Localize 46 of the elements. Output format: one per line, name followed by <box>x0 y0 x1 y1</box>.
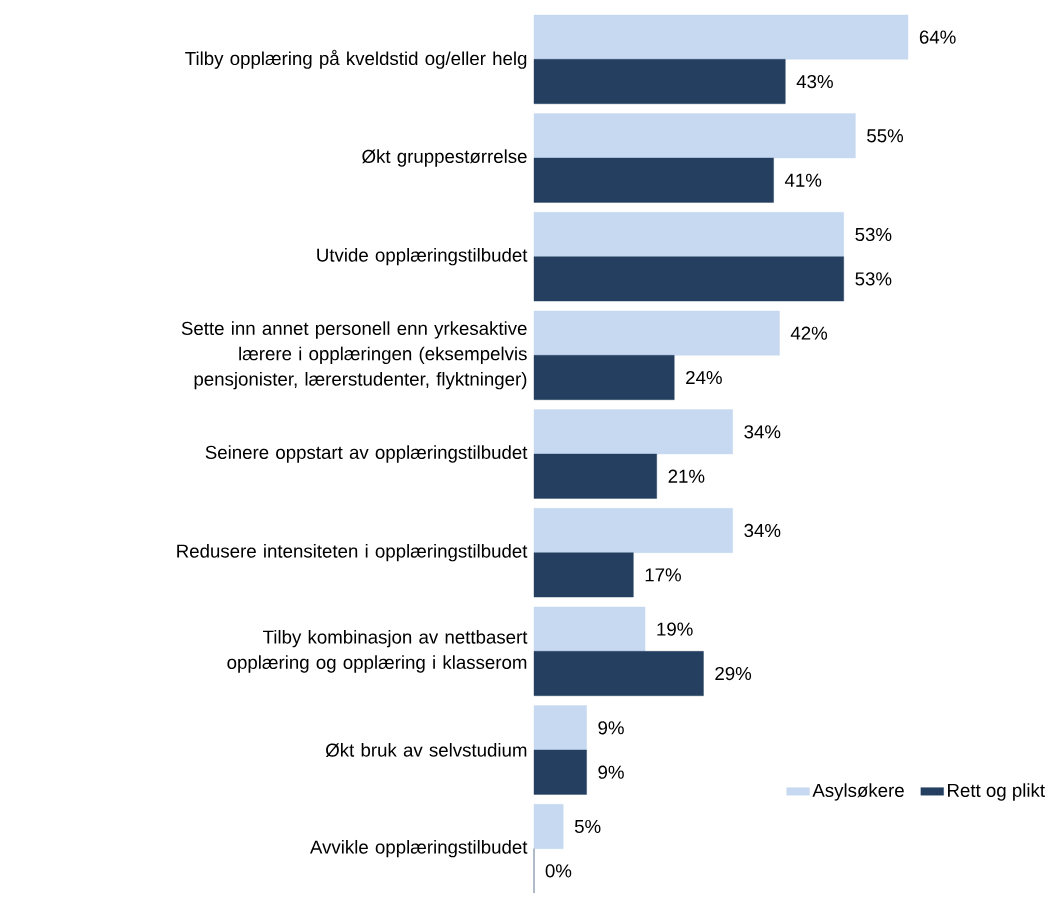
data-label: 19% <box>657 622 693 636</box>
bar <box>533 552 634 598</box>
bar <box>533 157 774 203</box>
bar <box>533 59 786 104</box>
y-tick-label: Tilby kombinasjon av nettbasert opplæring og opplæring i klasserom <box>227 629 528 673</box>
data-label: 53% <box>855 227 892 242</box>
y-tick-label: Økt gruppestørrelse <box>362 149 527 167</box>
y-tick-label: Redusere intensiteten i opplæringstilbudet <box>177 543 528 562</box>
bar <box>533 705 587 751</box>
data-label: 42% <box>790 326 828 340</box>
data-label: 41% <box>784 173 822 187</box>
bar <box>533 508 733 553</box>
bar <box>533 212 844 257</box>
bar <box>533 453 657 499</box>
bar <box>533 804 564 849</box>
legend-label: Rett og plikt <box>948 783 1045 801</box>
bar <box>533 749 587 795</box>
legend-label: Asylsøkere <box>812 783 904 801</box>
bar <box>533 651 704 696</box>
data-label: 21% <box>668 469 705 483</box>
data-label: 17% <box>645 568 681 582</box>
data-label: 53% <box>855 272 892 286</box>
bar <box>533 310 780 356</box>
data-label: 55% <box>867 129 904 143</box>
bar <box>533 355 675 400</box>
data-label: 5% <box>574 819 601 834</box>
y-tick-label: Tilby opplæring på kveldstid og/eller helg <box>185 49 527 69</box>
data-label: 34% <box>744 523 781 538</box>
data-label: 24% <box>686 370 722 385</box>
bar <box>533 113 856 159</box>
data-label: 64% <box>919 30 956 44</box>
y-tick-label: Utvide opplæringstilbudet <box>317 247 528 266</box>
bar <box>533 606 646 652</box>
data-label: 9% <box>598 721 624 735</box>
bar <box>533 14 909 60</box>
data-label: 0% <box>545 864 572 878</box>
y-tick-label: Sette inn annet personell enn yrkesaktive lærere i opplæringen (eksempelvis pensjonister, lærerstudenter, flyktninger) <box>181 321 527 390</box>
data-label: 34% <box>744 425 781 439</box>
y-tick-label: Økt bruk av selvstudium <box>325 742 527 757</box>
data-label: 43% <box>796 74 833 89</box>
data-label: 29% <box>715 666 752 681</box>
y-tick-label: Avvikle opplæringstilbudet <box>310 839 528 858</box>
bar <box>533 256 844 302</box>
y-tick-label: Seinere oppstart av opplæringstilbudet <box>205 445 528 463</box>
bar <box>533 409 733 455</box>
data-label: 9% <box>598 765 624 779</box>
